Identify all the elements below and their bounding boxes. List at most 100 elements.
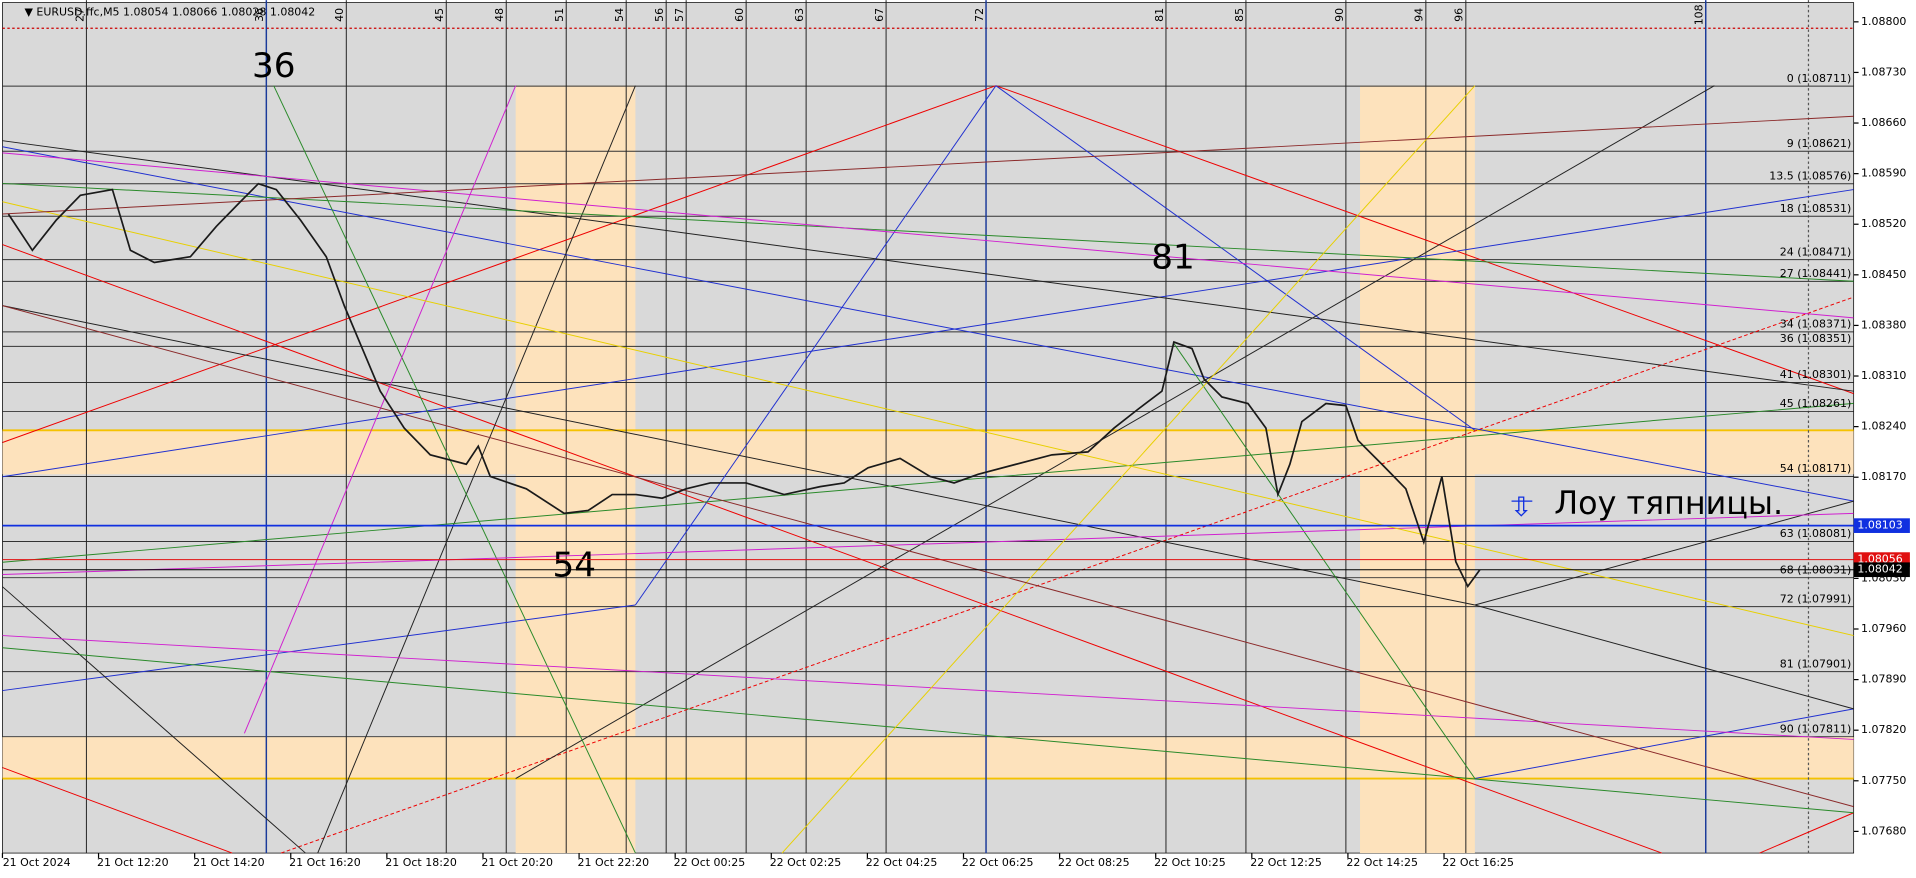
cycle-label: 85 (1233, 8, 1246, 22)
fan-line (273, 85, 636, 854)
y-tick-label: 1.07680 (1861, 824, 1906, 837)
fan-line (2, 305, 1854, 808)
x-tick-label: 21 Oct 12:20 (97, 856, 169, 869)
annotation: 36 (252, 46, 296, 86)
cycle-label: 94 (1413, 8, 1426, 22)
fan-line (2, 586, 306, 854)
x-tick-label: 21 Oct 18:20 (385, 856, 457, 869)
trend-line (280, 296, 1854, 854)
x-tick-label: 21 Oct 2024 (3, 856, 71, 869)
cycle-label: 56 (653, 8, 666, 22)
fan-lines (2, 85, 1854, 854)
y-tick-label: 1.07960 (1861, 622, 1906, 635)
x-tick-label: 22 Oct 00:25 (674, 856, 746, 869)
x-tick-label: 21 Oct 14:20 (193, 856, 265, 869)
x-tick-label: 22 Oct 02:25 (770, 856, 842, 869)
high: 1.08066 (172, 5, 217, 18)
y-tick-label: 1.08520 (1861, 217, 1906, 230)
x-tick-label: 22 Oct 14:25 (1346, 856, 1418, 869)
arrow: ⇩ (1510, 492, 1533, 523)
price-tag (1853, 562, 1910, 578)
fan-line (1172, 342, 1476, 779)
low: 1.08028 (221, 5, 266, 18)
level-label: 0 (1.08711) (1787, 72, 1851, 85)
y-tick-label: 1.08310 (1861, 369, 1906, 382)
fan-line (2, 201, 1854, 637)
cycle-label: 72 (973, 8, 986, 22)
level-label: 54 (1.08171) (1780, 462, 1851, 475)
level-label: 41 (1.08301) (1780, 368, 1851, 381)
fan-line (2, 402, 1854, 563)
header: ▼ EURUSD.ffc,M5 1.08054 1.08066 1.08028 … (24, 5, 315, 18)
cycle-label: 60 (733, 8, 746, 22)
x-tick-label: 21 Oct 22:20 (577, 856, 649, 869)
fan-line (2, 647, 1854, 814)
fan-line (1474, 500, 1854, 606)
fan-line (2, 189, 1854, 478)
fan-line (2, 635, 1854, 740)
cycle-label: 81 (1153, 8, 1166, 22)
fan-line (2, 604, 636, 692)
level-label: 72 (1.07991) (1780, 592, 1851, 605)
level-label: 27 (1.08441) (1780, 267, 1851, 280)
fan-line (515, 85, 1715, 779)
annotation: 54 (553, 546, 597, 586)
annotation: 81 (1151, 238, 1195, 278)
y-tick-label: 1.08240 (1861, 420, 1906, 433)
trend-line (2, 85, 997, 443)
fan-line (2, 512, 1854, 575)
trend-line (1759, 812, 1854, 854)
level-label: 24 (1.08471) (1780, 245, 1851, 258)
x-tick-label: 22 Oct 12:25 (1250, 856, 1322, 869)
cycle-label: 40 (333, 8, 346, 22)
trend-line (2, 767, 233, 854)
fan-line (2, 146, 1854, 502)
y-tick-label: 1.08800 (1861, 15, 1906, 28)
price-tag-label: 1.08056 (1857, 553, 1902, 566)
close: 1.08042 (270, 5, 315, 18)
price-line-series (7, 182, 1481, 588)
cycle-label: 36 (253, 8, 266, 22)
trend-line (2, 244, 1663, 854)
y-tick-label: 1.08450 (1861, 268, 1906, 281)
fan-line (995, 85, 1476, 431)
level-label: 34 (1.08371) (1780, 318, 1851, 331)
level-label: 13.5 (1.08576) (1769, 169, 1851, 182)
level-label: 9 (1.08621) (1787, 137, 1851, 150)
y-tick-label: 1.07890 (1861, 673, 1906, 686)
cycle-label: 45 (433, 8, 446, 22)
fan-line (2, 140, 1854, 392)
fan-line (243, 85, 517, 734)
cycle-label: 108 (1693, 4, 1706, 25)
price-tag-label: 1.08103 (1857, 519, 1902, 532)
zone (2, 430, 1854, 475)
x-tick-label: 22 Oct 10:25 (1154, 856, 1226, 869)
cycle-label: 67 (873, 8, 886, 22)
level-label: 18 (1.08531) (1780, 202, 1851, 215)
fan-line (635, 85, 997, 606)
cycle-label: 27 (73, 8, 86, 22)
x-tick-label: 21 Oct 20:20 (481, 856, 553, 869)
y-tick-label: 1.08730 (1861, 65, 1906, 78)
fan-line (2, 182, 1854, 282)
plot-area (2, 2, 1855, 854)
fan-line (2, 305, 1475, 606)
y-tick-label: 1.08660 (1861, 116, 1906, 129)
cycle-label: 90 (1333, 8, 1346, 22)
open: 1.08054 (123, 5, 168, 18)
y-tick-label: 1.08590 (1861, 167, 1906, 180)
annotation: Лоу тяпницы. (1554, 486, 1783, 522)
symbol: EURUSD.ffc,M5 (36, 5, 119, 18)
trend-line (995, 85, 1854, 395)
fan-line (1474, 604, 1854, 710)
x-tick-label: 22 Oct 08:25 (1058, 856, 1130, 869)
cycle-label: 96 (1453, 8, 1466, 22)
fan-line (2, 152, 1854, 319)
fan-line (1474, 708, 1854, 780)
level-label: 36 (1.08351) (1780, 332, 1851, 345)
level-label: 81 (1.07901) (1780, 657, 1851, 670)
fan-line (2, 115, 1854, 215)
